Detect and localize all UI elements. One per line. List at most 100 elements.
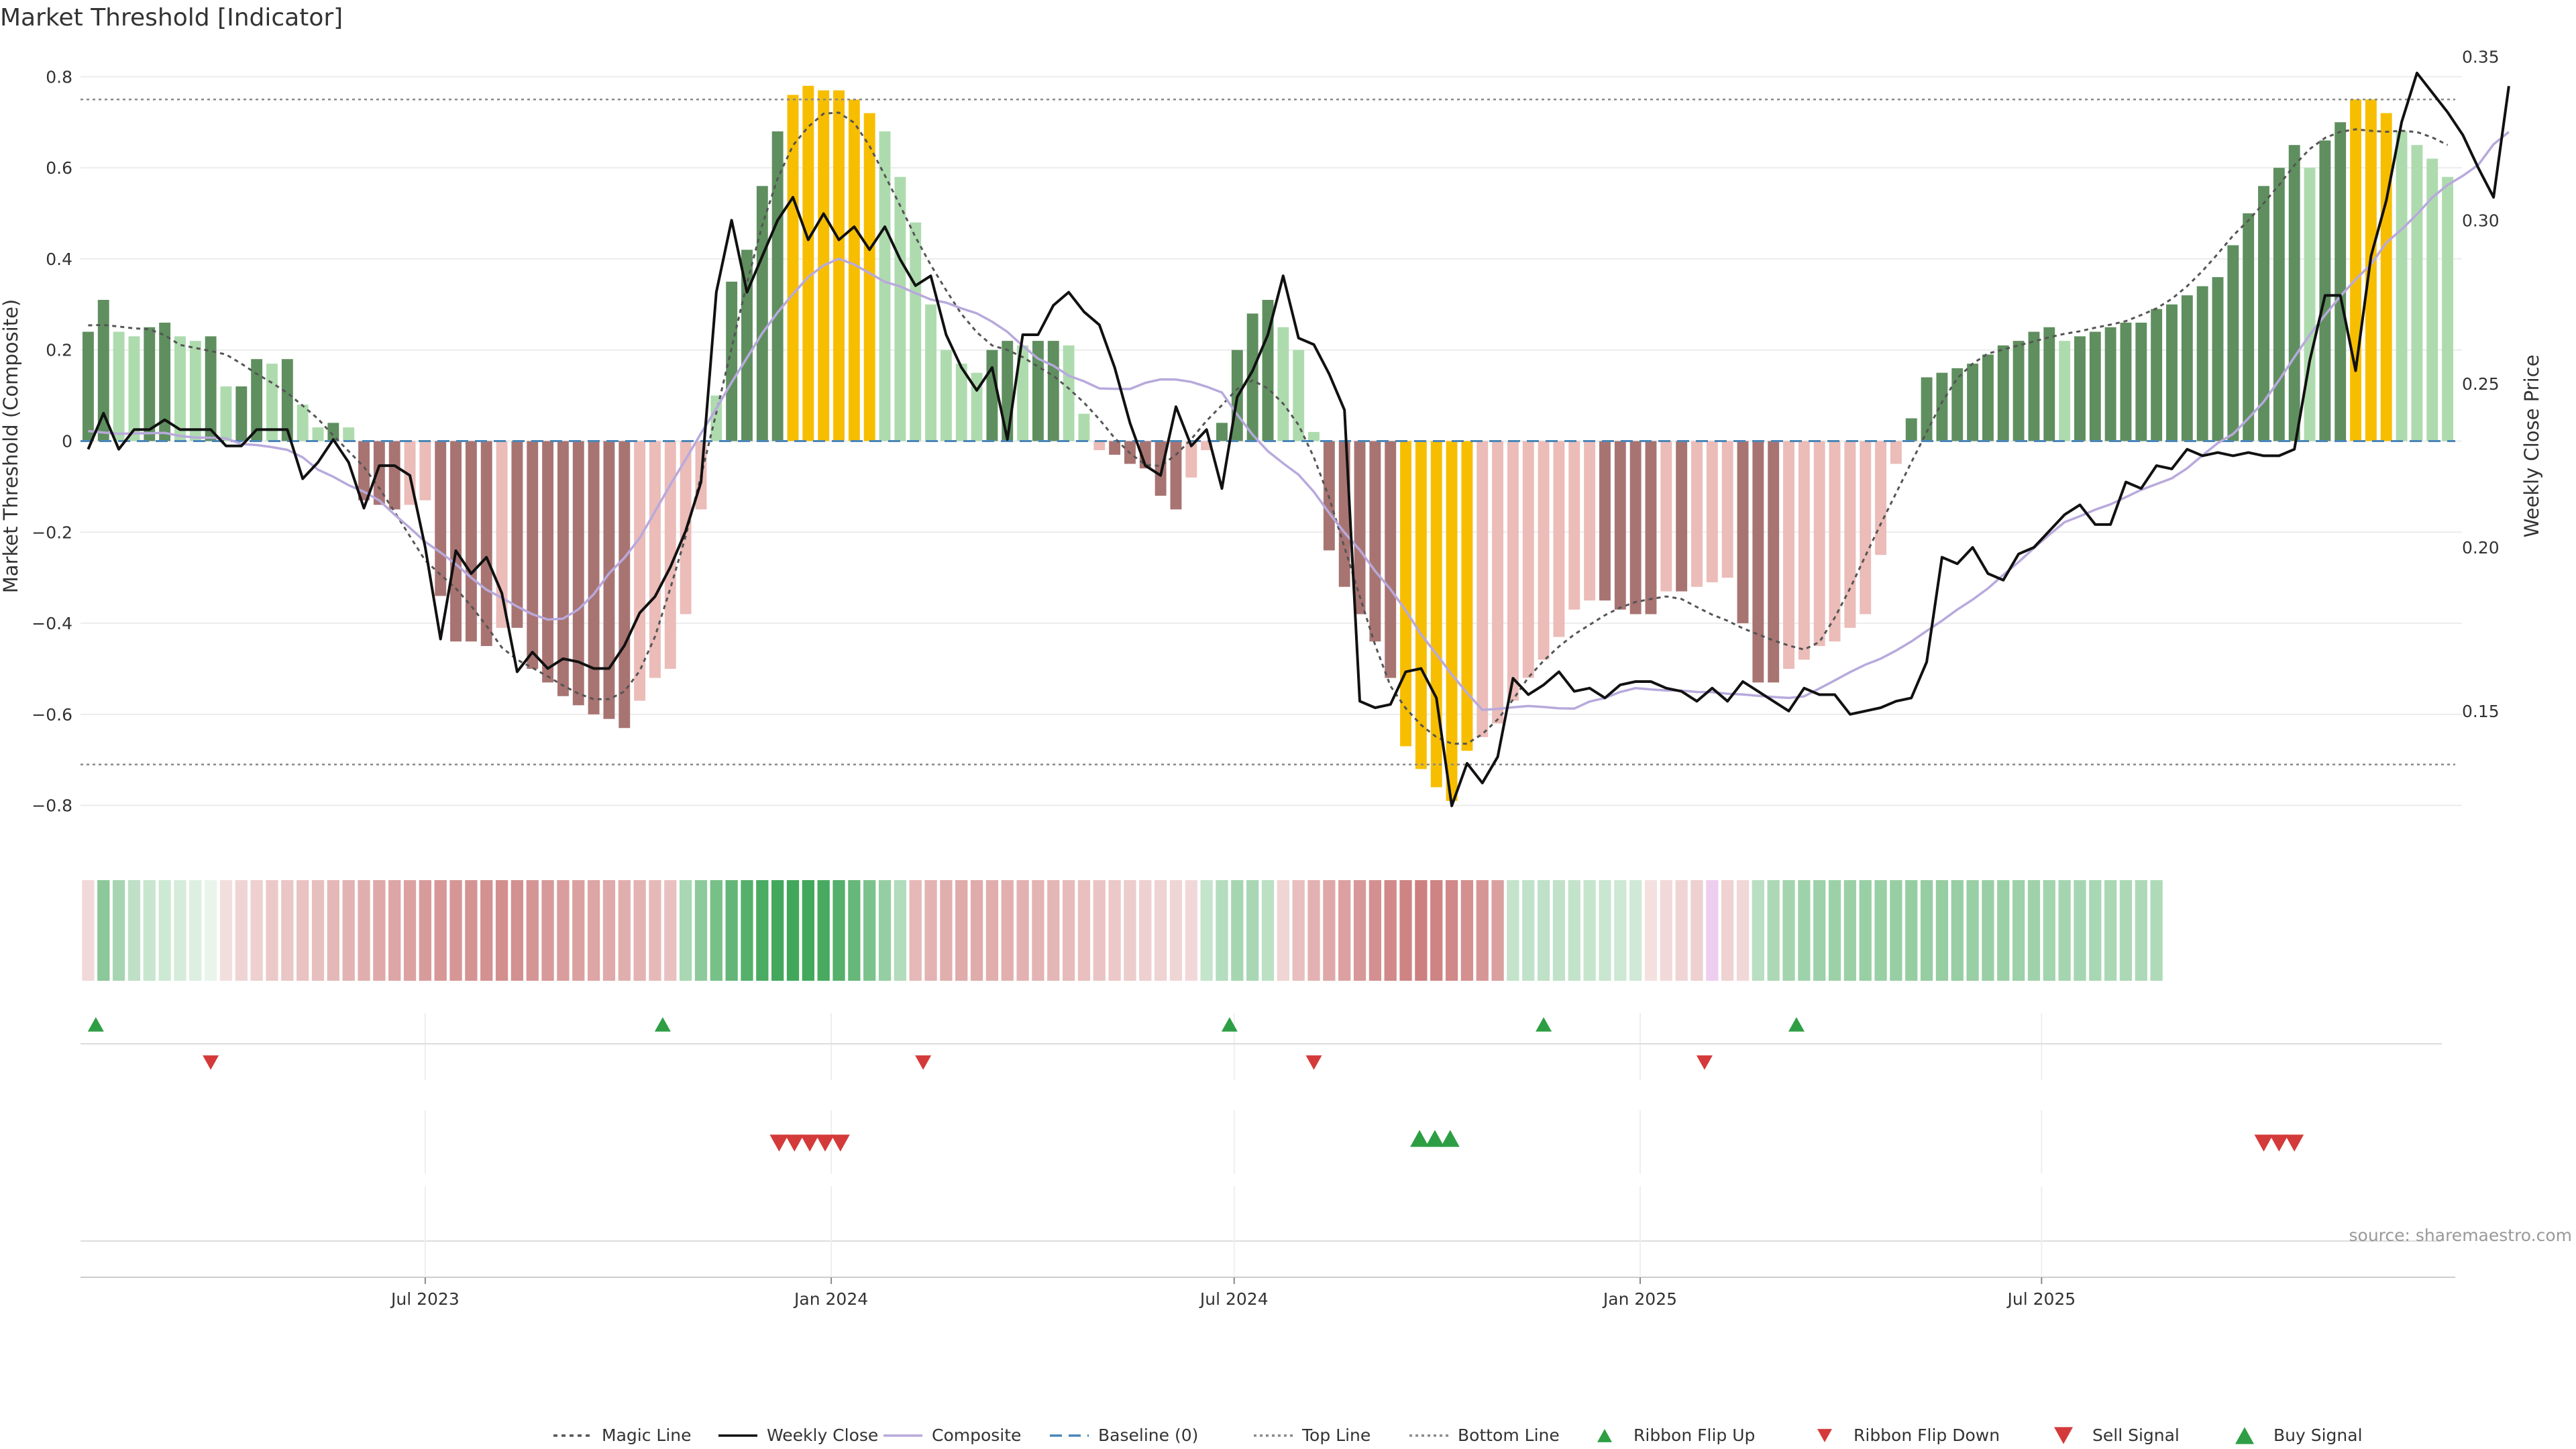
ribbon-cell xyxy=(1108,880,1121,981)
ribbon-cell xyxy=(1231,880,1244,981)
composite-bar xyxy=(986,350,998,441)
y-left-tick-label: 0 xyxy=(62,432,72,451)
ribbon-cell xyxy=(419,880,432,981)
composite-bar xyxy=(2059,341,2071,441)
composite-bar xyxy=(2365,99,2377,441)
x-tick-label: Jan 2024 xyxy=(793,1289,868,1309)
ribbon-cell xyxy=(679,880,692,981)
composite-bar xyxy=(1599,441,1611,601)
ribbon-cell xyxy=(174,880,186,981)
legend-label: Sell Signal xyxy=(2092,1426,2180,1445)
ribbon-cell xyxy=(127,880,141,981)
composite-bar xyxy=(435,441,447,596)
composite-bar xyxy=(1982,354,1994,441)
ribbon-cell xyxy=(1062,880,1075,981)
ribbon-cell xyxy=(1706,880,1719,981)
ribbon-cell xyxy=(1077,880,1091,981)
composite-bar xyxy=(159,322,171,441)
ribbon-panel xyxy=(82,880,2163,981)
legend-item: Bottom Line xyxy=(1409,1426,1560,1445)
ribbon-cell xyxy=(1185,880,1197,981)
composite-bar xyxy=(281,359,293,441)
composite-bar xyxy=(2212,277,2224,441)
ribbon-cell xyxy=(495,880,508,981)
ribbon-cell xyxy=(1476,880,1489,981)
ribbon-cell xyxy=(449,880,462,981)
composite-bar xyxy=(2350,99,2361,441)
composite-bar xyxy=(1385,441,1397,678)
ribbon-cell xyxy=(2150,880,2163,981)
ribbon-cell xyxy=(2104,880,2117,981)
ribbon-cell xyxy=(1139,880,1152,981)
ribbon-cell xyxy=(143,880,156,981)
composite-bar xyxy=(1768,441,1780,683)
composite-bar xyxy=(97,300,109,441)
ribbon-cell xyxy=(2119,880,2133,981)
legend-label: Composite xyxy=(932,1426,1021,1445)
composite-bar xyxy=(2181,295,2193,441)
ribbon-flip-up-marker xyxy=(1536,1017,1552,1032)
composite-bar xyxy=(1875,441,1886,555)
ribbon-cell xyxy=(649,880,661,981)
ribbon-cell xyxy=(1874,880,1887,981)
ribbon-cell xyxy=(694,880,708,981)
composite-bar xyxy=(542,441,554,683)
composite-bar xyxy=(496,441,508,628)
composite-bar xyxy=(2043,327,2055,441)
source-credit: source: sharemaestro.com xyxy=(2349,1226,2573,1245)
ribbon-cell xyxy=(833,880,845,981)
composite-bar xyxy=(128,336,140,441)
composite-bar xyxy=(848,99,860,441)
ribbon-cell xyxy=(1660,880,1672,981)
composite-bar xyxy=(1568,441,1580,610)
signal-panel xyxy=(424,1110,2304,1174)
composite-line xyxy=(88,131,2510,712)
y-axis-right-label: Weekly Close Price xyxy=(2520,355,2543,538)
composite-bar xyxy=(2243,213,2255,441)
sell-signal-marker xyxy=(785,1134,804,1152)
composite-bar xyxy=(2151,309,2163,441)
composite-bar xyxy=(480,441,492,647)
ribbon-flip-up-marker xyxy=(654,1017,671,1032)
composite-bar xyxy=(235,386,248,441)
ribbon-cell xyxy=(1169,880,1183,981)
composite-bar xyxy=(220,386,232,441)
composite-bar xyxy=(634,441,646,701)
composite-bar xyxy=(82,331,94,441)
ribbon-cell xyxy=(1093,880,1106,981)
ribbon-cell xyxy=(1415,880,1428,981)
ribbon-cell xyxy=(1292,880,1305,981)
y-right-tick-label: 0.35 xyxy=(2462,47,2500,66)
composite-bar xyxy=(603,441,615,719)
ribbon-cell xyxy=(235,880,248,981)
composite-bar xyxy=(2012,341,2025,441)
buy-signal-marker xyxy=(1440,1130,1460,1147)
composite-bar xyxy=(297,405,309,441)
legend-item: Ribbon Flip Up xyxy=(1597,1426,1755,1445)
ribbon-cell xyxy=(311,880,325,981)
composite-bar xyxy=(2196,286,2208,441)
ribbon-cell xyxy=(434,880,447,981)
ribbon-cell xyxy=(1154,880,1167,981)
composite-bar xyxy=(1430,441,1442,788)
composite-bar xyxy=(312,427,324,441)
composite-bar xyxy=(1645,441,1657,614)
ribbon-cell xyxy=(863,880,876,981)
composite-bar xyxy=(879,131,891,441)
composite-bar xyxy=(343,427,355,441)
legend-label: Bottom Line xyxy=(1458,1426,1560,1445)
ribbon-flip-down-marker xyxy=(203,1055,219,1070)
ribbon-cell xyxy=(403,880,417,981)
composite-bar xyxy=(1936,372,1948,441)
legend-label: Ribbon Flip Up xyxy=(1633,1426,1755,1445)
ribbon-cell xyxy=(1736,880,1750,981)
legend-label: Weekly Close xyxy=(767,1426,878,1445)
ribbon-cell xyxy=(1522,880,1535,981)
composite-bar xyxy=(2319,140,2331,441)
composite-bar xyxy=(1446,441,1458,801)
ribbon-cell xyxy=(541,880,554,981)
composite-bar xyxy=(557,441,569,696)
x-tick-label: Jul 2025 xyxy=(2006,1289,2076,1309)
composite-bar xyxy=(113,331,125,441)
composite-bar xyxy=(465,441,477,642)
